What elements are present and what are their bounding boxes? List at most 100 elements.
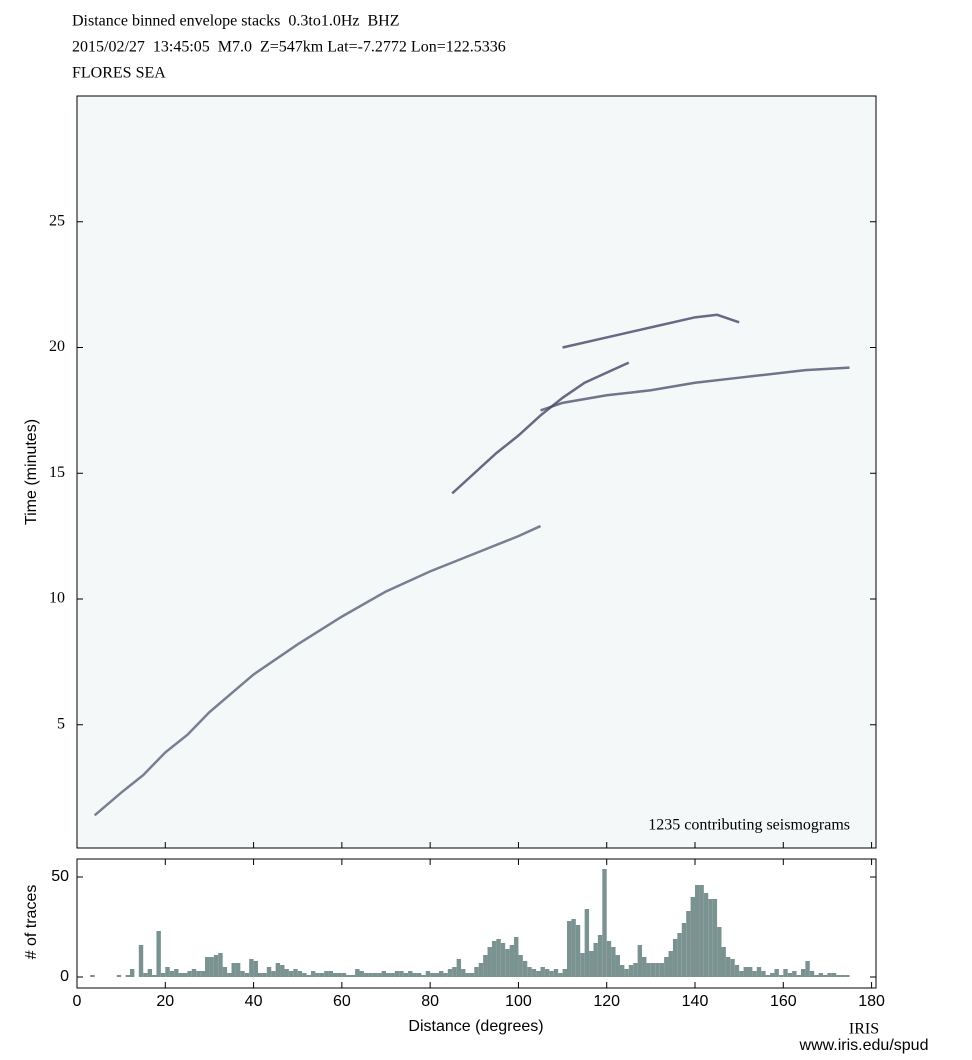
bar xyxy=(191,969,197,977)
bar xyxy=(633,963,638,977)
bar xyxy=(284,969,289,977)
bar xyxy=(664,957,669,977)
bar xyxy=(703,893,709,977)
chart-title: Distance binned envelope stacks 0.3to1.0… xyxy=(72,13,399,30)
bar xyxy=(553,969,559,977)
bar xyxy=(363,973,369,977)
bar xyxy=(143,973,148,977)
bar xyxy=(403,973,409,977)
bar xyxy=(200,971,206,977)
bar xyxy=(213,955,219,977)
x-tick-label: 20 xyxy=(156,993,174,1010)
bar xyxy=(266,967,272,977)
bar xyxy=(778,975,784,977)
bar xyxy=(306,975,311,977)
y-axis-label: Time (minutes) xyxy=(23,419,40,525)
bar xyxy=(156,931,161,977)
bar xyxy=(602,869,607,977)
bar xyxy=(831,973,837,977)
x-tick-label: 80 xyxy=(421,993,439,1010)
bar xyxy=(421,975,426,977)
bar xyxy=(496,939,501,977)
bar xyxy=(593,943,598,977)
plot-frame xyxy=(76,95,877,849)
bar xyxy=(483,955,488,977)
bar xyxy=(739,971,744,977)
bar xyxy=(721,947,726,977)
bar xyxy=(845,975,850,977)
x-tick-label: 140 xyxy=(682,993,709,1010)
bar xyxy=(580,953,585,977)
x-tick-label: 120 xyxy=(593,993,620,1010)
bar xyxy=(650,963,656,977)
bar xyxy=(341,973,347,977)
x-tick-label: 100 xyxy=(505,993,532,1010)
bar xyxy=(174,969,179,977)
bar xyxy=(408,971,413,977)
bar xyxy=(205,957,210,977)
logo: IRIS xyxy=(849,1021,879,1038)
bar xyxy=(288,971,294,977)
bar xyxy=(147,969,153,977)
bar xyxy=(756,967,762,977)
bar xyxy=(752,971,757,977)
hist-frame xyxy=(76,858,877,989)
bar xyxy=(412,973,417,977)
bar xyxy=(566,921,572,977)
y-axis-label: # of traces xyxy=(23,885,40,960)
bar xyxy=(271,971,276,977)
bar xyxy=(209,957,214,977)
bar xyxy=(355,969,360,977)
bar xyxy=(575,925,581,977)
bar xyxy=(262,973,267,977)
bar xyxy=(456,959,462,977)
bar xyxy=(783,969,788,977)
bar xyxy=(809,971,815,977)
bar xyxy=(461,969,466,977)
bar xyxy=(138,945,144,977)
bar xyxy=(527,967,532,977)
bar xyxy=(443,973,448,977)
bar xyxy=(611,947,616,977)
bar xyxy=(187,971,192,977)
bar xyxy=(717,927,722,977)
bar xyxy=(505,949,510,977)
bar xyxy=(257,973,263,977)
y-tick-label: 10 xyxy=(49,590,65,607)
x-tick-label: 0 xyxy=(73,993,82,1010)
bar xyxy=(328,971,334,977)
bar xyxy=(805,961,810,977)
bar xyxy=(514,937,519,977)
y-tick-label: 5 xyxy=(57,715,65,732)
bar xyxy=(129,969,135,977)
bar xyxy=(491,941,497,977)
x-tick-label: 160 xyxy=(770,993,797,1010)
bar xyxy=(624,969,629,977)
bar xyxy=(244,973,250,977)
arrival-curve xyxy=(562,313,740,349)
bar xyxy=(681,923,687,977)
bar xyxy=(522,961,528,977)
bar xyxy=(372,973,378,977)
bar xyxy=(549,971,554,977)
bar xyxy=(169,971,175,977)
bar xyxy=(125,975,130,977)
bar xyxy=(540,967,545,977)
bar xyxy=(796,975,801,977)
bar xyxy=(589,951,594,977)
bar xyxy=(597,935,603,977)
logo-url: www.iris.edu/spud xyxy=(799,1037,929,1054)
y-tick-label: 20 xyxy=(49,338,65,355)
bar xyxy=(280,965,285,977)
bar xyxy=(690,897,696,977)
bar xyxy=(333,973,338,977)
bar xyxy=(196,971,201,977)
bar xyxy=(487,947,492,977)
bar xyxy=(836,975,841,977)
bar xyxy=(368,973,373,977)
bar xyxy=(818,973,824,977)
bar xyxy=(792,971,797,977)
bar xyxy=(297,971,303,977)
bar xyxy=(562,969,567,977)
annotation: 1235 contributing seismograms xyxy=(648,817,850,834)
